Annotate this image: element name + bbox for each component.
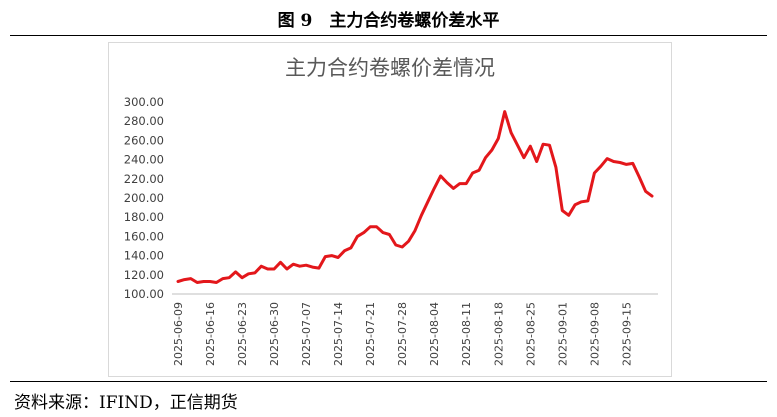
- x-axis: 2025-06-09 2025-06-16 2025-06-23 2025-06-30…: [172, 293, 658, 366]
- x-tick-label: 2025-09-01: [556, 302, 569, 366]
- x-tick-label: 2025-06-16: [204, 302, 217, 366]
- x-tick-label: 2025-08-04: [428, 302, 441, 366]
- x-tick-label: 2025-06-09: [172, 302, 185, 366]
- x-tick-label: 2025-07-21: [364, 302, 377, 366]
- bottom-rule: [10, 381, 767, 382]
- y-axis: 300.00 280.00 260.00 240.00 220.00 200.00 180.…: [124, 95, 164, 301]
- figure-title: 图 9 主力合约卷螺价差水平: [277, 11, 500, 31]
- series-layer: [176, 110, 654, 284]
- x-tick-label: 2025-07-28: [396, 302, 409, 366]
- x-tick-label: 2025-06-30: [268, 302, 281, 366]
- y-tick-label: 260.00: [124, 133, 164, 147]
- series-line: [176, 110, 654, 284]
- y-tick-label: 300.00: [124, 95, 164, 109]
- y-tick-label: 100.00: [124, 287, 164, 301]
- y-tick-label: 140.00: [124, 249, 164, 263]
- chart-title: 主力合约卷螺价差情况: [285, 56, 495, 80]
- x-tick-label: 2025-07-07: [300, 302, 313, 366]
- x-tick-label: 2025-09-15: [620, 302, 633, 366]
- x-tick-label: 2025-08-18: [492, 302, 505, 366]
- y-tick-label: 160.00: [124, 229, 164, 243]
- line-chart: 主力合约卷螺价差情况 300.00 280.00 260.00 240.00 220.0…: [124, 56, 658, 366]
- x-tick-label: 2025-08-25: [524, 302, 537, 366]
- chart-frame: 主力合约卷螺价差情况 300.00 280.00 260.00 240.00 220.0…: [108, 42, 672, 377]
- y-tick-label: 200.00: [124, 191, 164, 205]
- x-tick-label: 2025-07-14: [332, 302, 345, 366]
- y-tick-label: 180.00: [124, 210, 164, 224]
- x-tick-label: 2025-09-08: [588, 302, 601, 366]
- y-tick-label: 120.00: [124, 268, 164, 282]
- y-tick-label: 240.00: [124, 153, 164, 167]
- source-note: 资料来源：IFIND，正信期货: [14, 393, 238, 413]
- y-tick-label: 280.00: [124, 114, 164, 128]
- x-tick-label: 2025-06-23: [236, 302, 249, 366]
- top-rule: [10, 35, 767, 36]
- y-tick-label: 220.00: [124, 172, 164, 186]
- x-tick-label: 2025-08-11: [460, 302, 473, 366]
